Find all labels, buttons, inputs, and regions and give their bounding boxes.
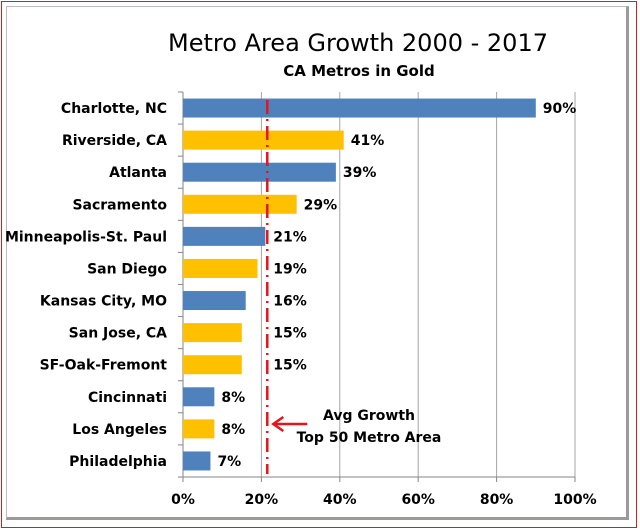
category-label: Riverside, CA (62, 133, 167, 149)
annotation-label-line1: Avg Growth (323, 408, 415, 424)
bar (183, 323, 242, 343)
value-label: 16% (273, 294, 307, 310)
value-label: 90% (543, 101, 577, 117)
x-tick-labels: 0% 20% 40% 60% 80% 100% (171, 492, 597, 508)
value-label: 15% (273, 358, 307, 374)
category-label: Charlotte, NC (61, 101, 167, 117)
category-label: Los Angeles (72, 422, 167, 438)
x-tick-label: 0% (171, 492, 195, 508)
annotation-label-line2: Top 50 Metro Area (297, 430, 442, 446)
x-tick-label: 60% (401, 492, 435, 508)
bars (183, 98, 536, 471)
category-label: Atlanta (109, 165, 167, 181)
chart-subtitle: CA Metros in Gold (283, 62, 435, 80)
value-label: 41% (351, 133, 385, 149)
value-label: 19% (273, 261, 307, 277)
bar (183, 291, 246, 311)
annotation-arrow-head (271, 415, 284, 433)
value-labels: 90% 41% 39% 29% 21% 19% 16% 15% 15% 8% 8% 7% (217, 101, 576, 470)
value-label: 15% (273, 326, 307, 342)
category-label: San Diego (87, 261, 167, 277)
bar (183, 355, 242, 375)
x-tick-label: 40% (323, 492, 357, 508)
bar (183, 162, 336, 182)
category-label: Minneapolis-St. Paul (5, 229, 167, 245)
category-label: Cincinnati (88, 390, 167, 406)
value-label: 29% (304, 197, 338, 213)
bar (183, 226, 266, 246)
category-labels: Charlotte, NC Riverside, CA Atlanta Sacrame… (5, 101, 167, 470)
value-label: 39% (343, 165, 377, 181)
bar (183, 130, 344, 150)
gridlines (178, 91, 576, 482)
category-label: Sacramento (72, 197, 167, 213)
x-tick-label: 100% (553, 492, 596, 508)
bar (183, 387, 215, 407)
average-line-group: Avg Growth Top 50 Metro Area (266, 100, 442, 474)
bar (183, 98, 536, 118)
value-label: 8% (221, 422, 245, 438)
x-tick-label: 80% (480, 492, 514, 508)
category-label: Kansas City, MO (40, 294, 167, 310)
category-label: Philadelphia (69, 454, 167, 470)
category-label: San Jose, CA (69, 326, 167, 342)
value-label: 21% (273, 229, 307, 245)
bar (183, 258, 258, 278)
x-tick-label: 20% (245, 492, 279, 508)
category-label: SF-Oak-Fremont (40, 358, 168, 374)
bar (183, 419, 215, 439)
bar (183, 451, 211, 471)
value-label: 8% (221, 390, 245, 406)
bar (183, 194, 297, 214)
chart-title: Metro Area Growth 2000 - 2017 (168, 29, 548, 57)
chart-frame (6, 6, 629, 520)
value-label: 7% (217, 454, 241, 470)
